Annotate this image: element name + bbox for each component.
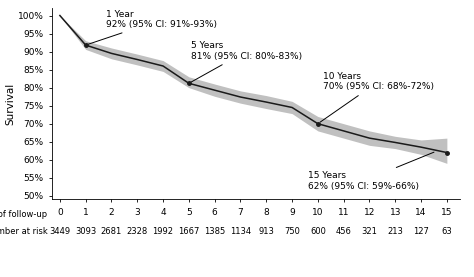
- Text: 1667: 1667: [178, 227, 200, 236]
- Text: 456: 456: [336, 227, 352, 236]
- Text: 213: 213: [387, 227, 403, 236]
- Text: 1 Year
92% (95% CI: 91%-93%): 1 Year 92% (95% CI: 91%-93%): [88, 10, 217, 44]
- Text: 3449: 3449: [49, 227, 71, 236]
- Text: 10 Years
70% (95% CI: 68%-72%): 10 Years 70% (95% CI: 68%-72%): [320, 72, 434, 122]
- Text: 127: 127: [413, 227, 429, 236]
- Text: 3093: 3093: [75, 227, 96, 236]
- Text: 5 Years
81% (95% CI: 80%-83%): 5 Years 81% (95% CI: 80%-83%): [191, 41, 302, 82]
- Text: 2681: 2681: [101, 227, 122, 236]
- Text: 600: 600: [310, 227, 326, 236]
- Text: 913: 913: [258, 227, 274, 236]
- Text: Number at risk: Number at risk: [0, 227, 47, 236]
- Y-axis label: Survival: Survival: [5, 83, 15, 125]
- Text: 1385: 1385: [204, 227, 225, 236]
- Text: 1134: 1134: [230, 227, 251, 236]
- Text: 63: 63: [441, 227, 452, 236]
- Text: 321: 321: [362, 227, 377, 236]
- Text: 1992: 1992: [153, 227, 173, 236]
- Text: Years of follow-up: Years of follow-up: [0, 210, 47, 219]
- Text: 15 Years
62% (95% CI: 59%-66%): 15 Years 62% (95% CI: 59%-66%): [308, 152, 434, 191]
- Text: 2328: 2328: [127, 227, 148, 236]
- Text: 750: 750: [284, 227, 300, 236]
